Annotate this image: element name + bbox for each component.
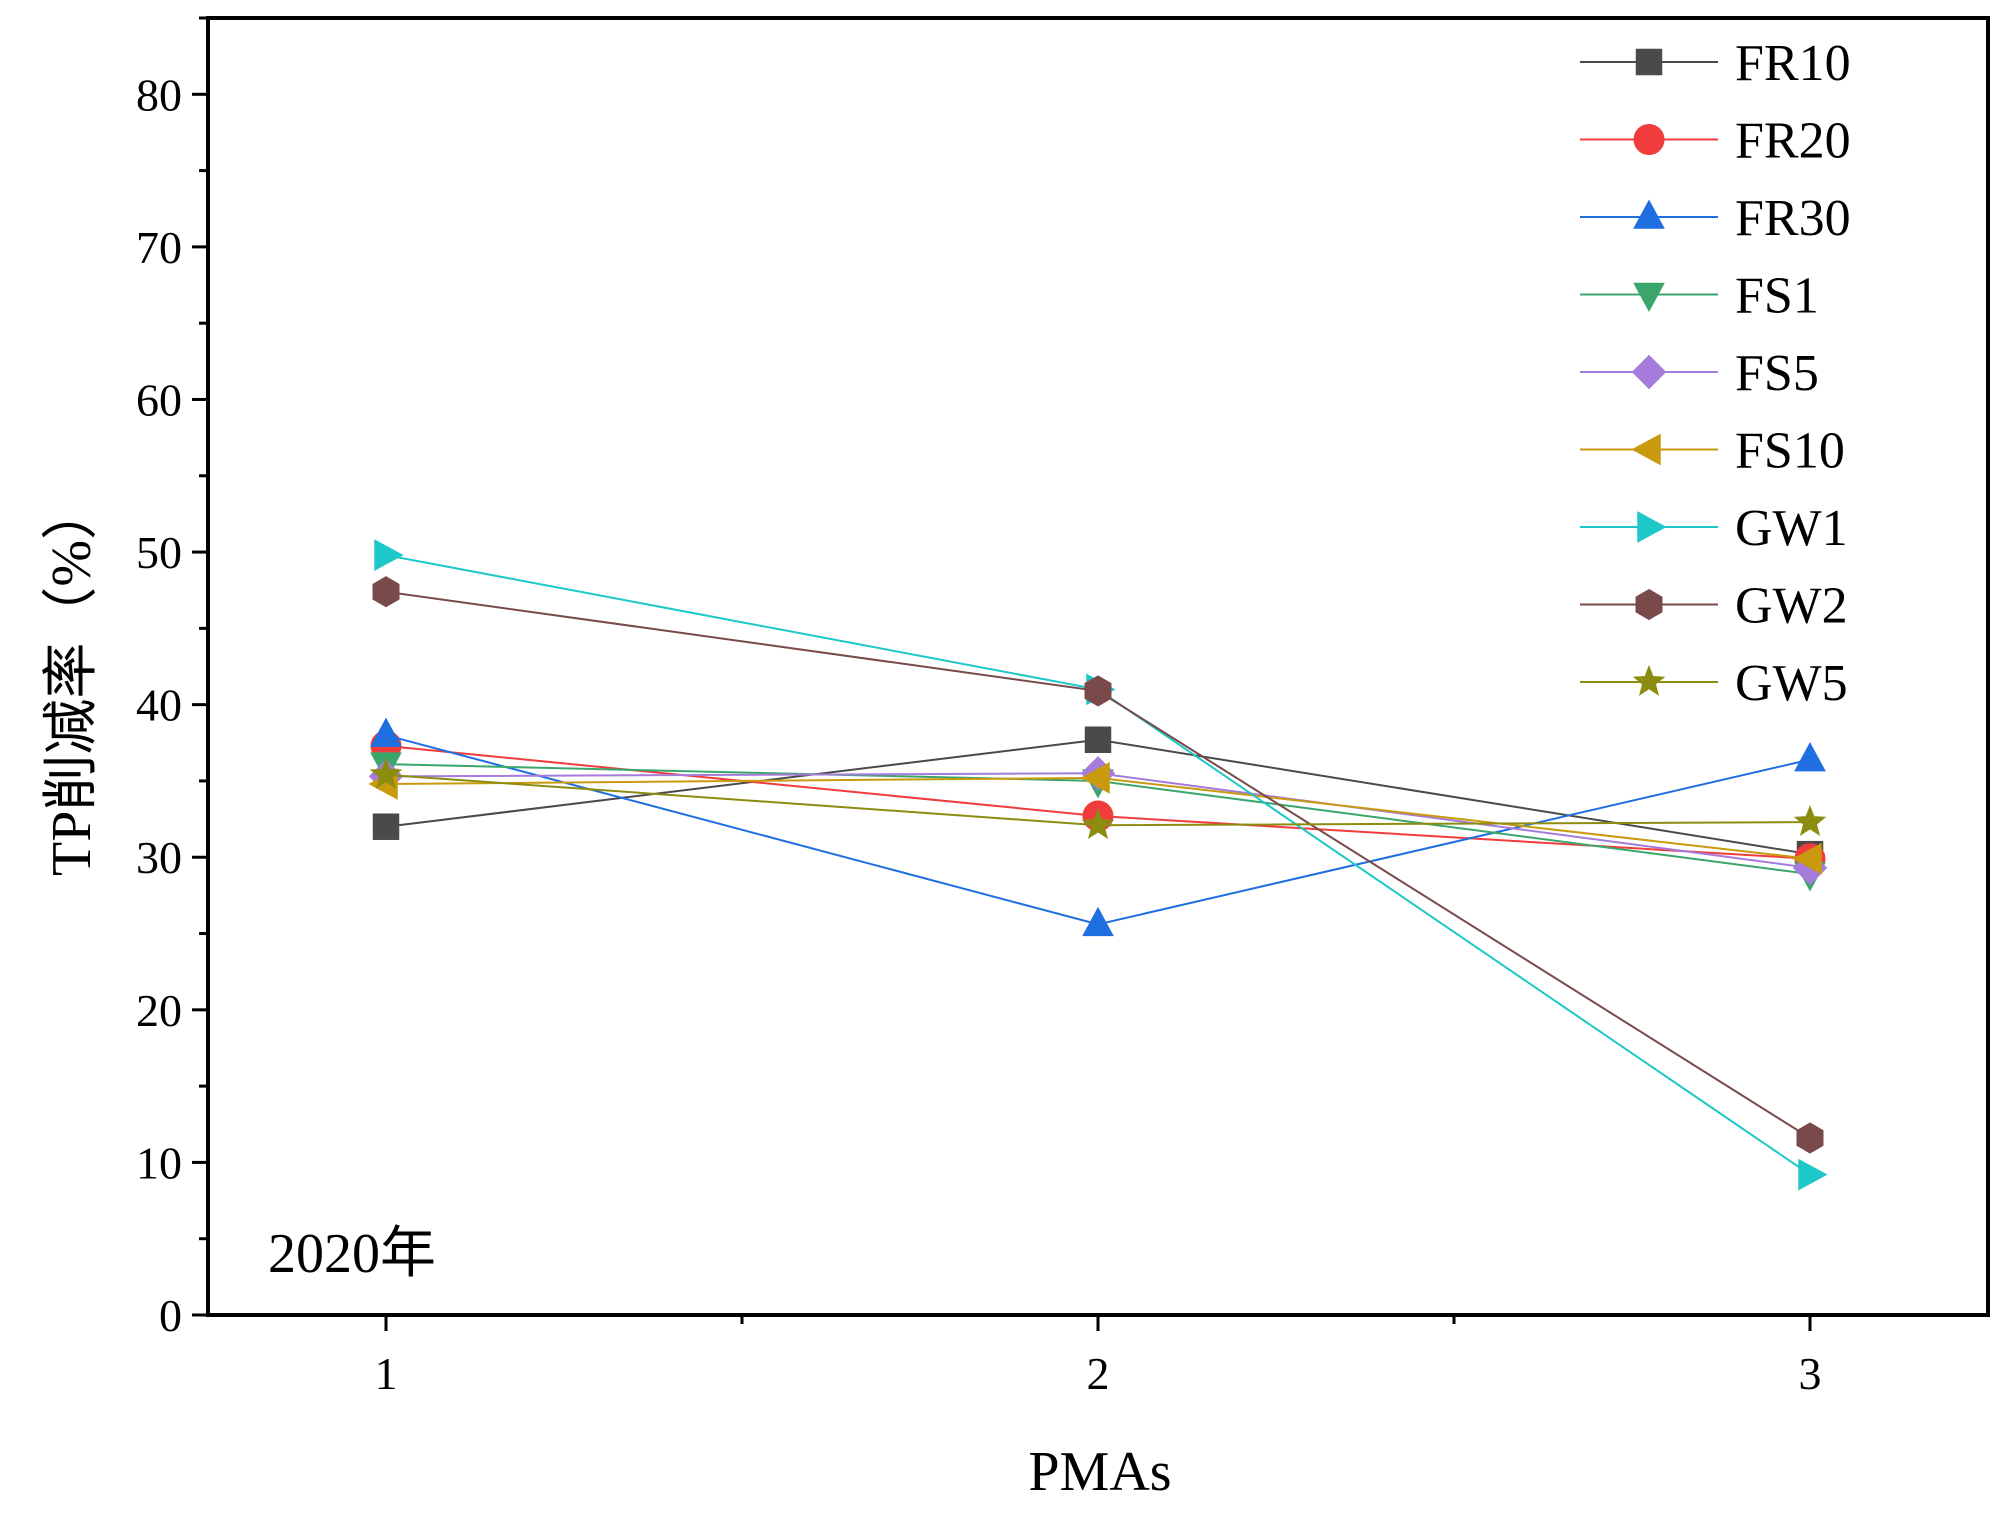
series-gw1	[374, 539, 1828, 1191]
y-tick-label: 70	[136, 222, 182, 273]
data-point-fr30	[370, 717, 402, 747]
data-point-fs10	[1792, 842, 1822, 875]
legend-marker	[1633, 282, 1665, 313]
data-point-gw2	[1796, 1122, 1824, 1154]
legend-label: FS5	[1735, 345, 1819, 402]
legend-label: FS1	[1735, 268, 1819, 325]
x-tick-label: 1	[375, 1348, 398, 1399]
legend-item-fr20: FR20	[1580, 113, 1851, 170]
legend-label: GW1	[1735, 500, 1848, 557]
y-tick-label: 0	[159, 1290, 182, 1341]
series-layer	[368, 539, 1828, 1191]
data-point-fr10	[372, 813, 400, 840]
series-gw5	[369, 757, 1827, 840]
legend-label: GW5	[1735, 655, 1848, 712]
series-line-gw1	[385, 554, 1811, 1176]
data-point-gw1	[1798, 1158, 1828, 1191]
y-tick-label: 50	[136, 527, 182, 578]
data-point-fr30	[1082, 906, 1114, 937]
data-point-fr30	[1794, 742, 1826, 772]
x-axis-title: PMAs	[1028, 1441, 1171, 1503]
y-tick-label: 30	[136, 832, 182, 883]
data-point-gw1	[374, 539, 404, 571]
legend-item-fs10: FS10	[1580, 423, 1845, 480]
x-tick-label: 2	[1087, 1348, 1110, 1399]
data-point-fr10	[1084, 726, 1112, 753]
x-axis: 1 2 3	[375, 1315, 1822, 1399]
legend-item-gw5: GW5	[1580, 655, 1848, 712]
legend-marker	[1631, 433, 1661, 466]
data-point-gw5	[1793, 805, 1827, 837]
legend-marker	[1633, 199, 1665, 229]
series-fr30	[370, 717, 1826, 937]
plot-frame	[206, 16, 1990, 1317]
legend-item-gw2: GW2	[1580, 578, 1848, 635]
x-tick-label: 3	[1799, 1348, 1822, 1399]
data-point-gw2	[1084, 675, 1112, 707]
legend-label: FR10	[1735, 35, 1851, 92]
data-point-gw2	[372, 576, 400, 608]
legend-marker	[1635, 588, 1663, 621]
y-axis: 0 10 20 30 40 50 60 70 80	[136, 16, 208, 1341]
y-tick-label: 40	[136, 680, 182, 731]
y-tick-label: 20	[136, 985, 182, 1036]
legend-label: FR30	[1735, 190, 1851, 247]
legend-item-fs1: FS1	[1580, 268, 1819, 325]
plot-border	[206, 16, 1990, 1317]
legend-item-fr30: FR30	[1580, 190, 1851, 247]
y-axis-title: TP削减率（%）	[41, 484, 103, 876]
series-line-gw2	[385, 590, 1811, 1139]
legend-item-gw1: GW1	[1580, 500, 1848, 557]
legend-marker	[1633, 124, 1665, 155]
data-point-gw5	[369, 757, 403, 789]
legend-marker	[1635, 48, 1663, 76]
y-tick-label: 60	[136, 374, 182, 425]
legend-item-fs5: FS5	[1580, 345, 1819, 402]
legend: FR10 FR20 FR30 FS1 FS5 FS10 GW1 GW2 GW5	[1580, 35, 1851, 712]
legend-marker	[1631, 354, 1667, 390]
legend-marker	[1637, 511, 1667, 543]
legend-marker	[1632, 664, 1666, 696]
data-point-gw5	[1081, 808, 1115, 840]
legend-label: FR20	[1735, 113, 1851, 170]
year-annotation: 2020年	[268, 1223, 436, 1285]
legend-label: FS10	[1735, 423, 1845, 480]
series-gw2	[372, 576, 1824, 1154]
data-point-fs10	[1080, 762, 1110, 794]
legend-label: GW2	[1735, 578, 1848, 635]
y-tick-label: 10	[136, 1137, 182, 1188]
legend-item-fr10: FR10	[1580, 35, 1851, 92]
y-tick-label: 80	[136, 69, 182, 120]
